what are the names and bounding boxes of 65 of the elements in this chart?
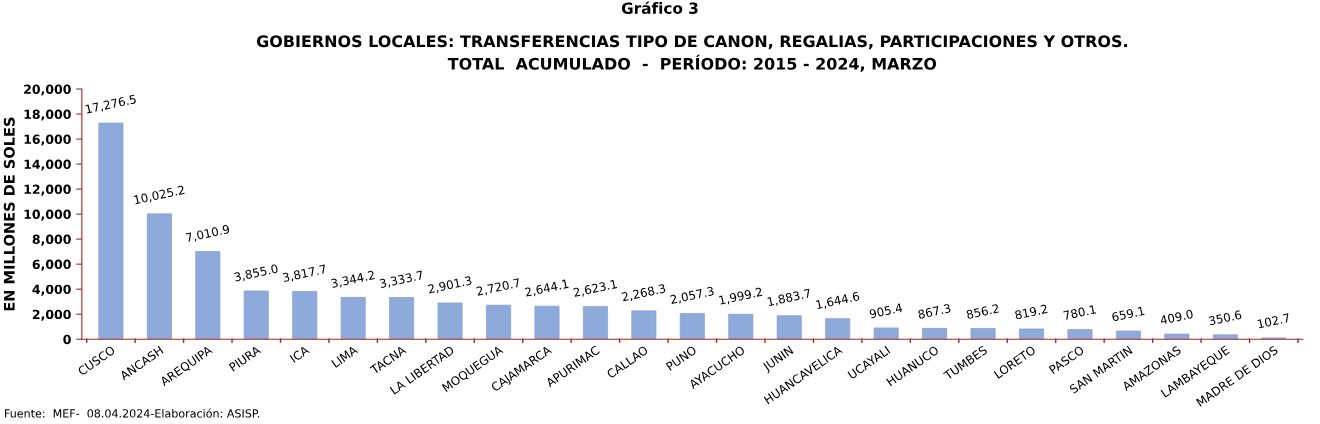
data-label: 2,268.3 — [621, 283, 666, 303]
bar — [195, 251, 221, 340]
data-label: 102.7 — [1257, 313, 1291, 329]
bar — [728, 313, 754, 340]
data-label: 2,644.1 — [524, 279, 569, 298]
bar — [534, 305, 560, 340]
bar — [1115, 330, 1141, 340]
data-label: 1,883.7 — [767, 288, 812, 308]
y-tick-label: 14,000 — [24, 159, 71, 171]
data-label: 856.2 — [966, 303, 1000, 320]
bar — [98, 122, 124, 340]
bar — [873, 327, 899, 340]
data-label: 819.2 — [1014, 304, 1048, 320]
bar — [1212, 334, 1238, 340]
data-label: 7,010.9 — [185, 224, 231, 244]
y-tick-label: 10,000 — [24, 209, 71, 221]
y-tick-label: 0 — [63, 334, 71, 345]
y-tick-label: 20,000 — [24, 84, 71, 96]
y-tick-label: 12,000 — [24, 184, 71, 196]
data-label: 17,276.5 — [85, 94, 137, 115]
data-label: 1,999.2 — [718, 287, 763, 306]
bar — [825, 318, 851, 340]
y-tick-label: 4,000 — [32, 284, 71, 296]
data-label: 2,057.3 — [670, 286, 715, 306]
data-label: 659.1 — [1111, 306, 1145, 322]
bar — [292, 291, 318, 340]
bar — [437, 302, 463, 340]
chart-title: GOBIERNOS LOCALES: TRANSFERENCIAS TIPO DE CANON, REGALIAS, PARTICIPACIONES Y OTROS. TOTAL ACUMULADO - PERÍODO: 2015 - 2024, MARZO — [256, 35, 1127, 72]
bar — [243, 290, 269, 340]
data-label: 2,720.7 — [476, 278, 521, 297]
bar — [389, 297, 415, 340]
data-label: 409.0 — [1159, 309, 1194, 325]
data-label: 3,855.0 — [233, 263, 279, 283]
x-tick-label: ICA — [289, 344, 310, 363]
bar — [582, 306, 608, 340]
data-label: 2,623.1 — [573, 279, 618, 299]
data-label: 905.4 — [869, 303, 903, 319]
data-label: 1,644.6 — [815, 291, 860, 311]
data-label: 10,025.2 — [133, 185, 185, 206]
data-label: 350.6 — [1208, 310, 1242, 326]
data-label: 3,344.2 — [330, 270, 376, 290]
y-tick-label: 2,000 — [32, 309, 71, 321]
bar — [1164, 333, 1190, 340]
bar — [970, 328, 996, 340]
data-label: 3,333.7 — [379, 270, 424, 290]
bar — [486, 304, 511, 340]
y-tick-label: 18,000 — [24, 109, 71, 121]
y-tick-label: 6,000 — [32, 259, 71, 271]
bar — [776, 315, 802, 340]
bar — [146, 213, 172, 340]
y-tick-label: 16,000 — [24, 134, 71, 146]
source-note: Fuente: MEF- 08.04.2024-Elaboración: ASISP. — [5, 408, 260, 418]
bar — [922, 328, 948, 340]
bar — [1019, 328, 1044, 340]
y-axis-title: EN MILLONES DE SOLES — [3, 117, 15, 311]
bar — [340, 297, 366, 340]
text: Gráfico 3 — [621, 1, 698, 14]
bar — [1067, 329, 1093, 340]
bar — [679, 313, 705, 340]
data-label: 3,817.7 — [282, 264, 327, 284]
data-label: 867.3 — [917, 303, 951, 319]
bar — [631, 310, 657, 340]
data-label: 2,901.3 — [427, 275, 473, 295]
y-tick-label: 8,000 — [32, 234, 71, 246]
data-label: 780.1 — [1063, 304, 1097, 321]
